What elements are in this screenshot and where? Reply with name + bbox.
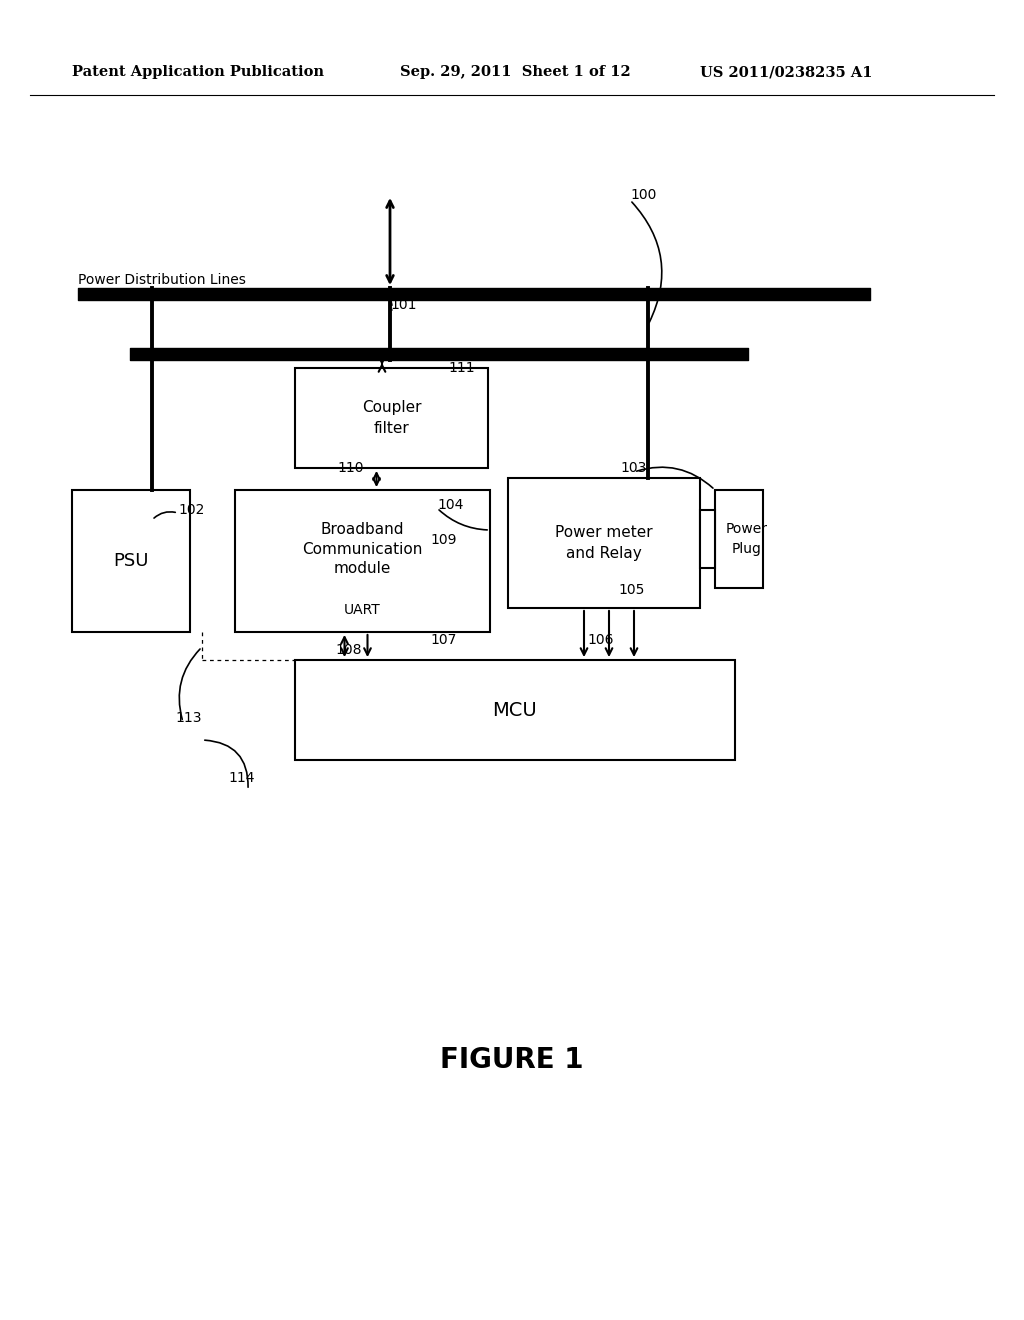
- Bar: [72, 490, 190, 632]
- Text: 106: 106: [587, 634, 613, 647]
- Text: Patent Application Publication: Patent Application Publication: [72, 65, 324, 79]
- Text: PSU: PSU: [114, 552, 148, 570]
- Text: Sep. 29, 2011  Sheet 1 of 12: Sep. 29, 2011 Sheet 1 of 12: [400, 65, 631, 79]
- Text: UART: UART: [344, 603, 381, 616]
- Bar: [295, 660, 735, 760]
- Text: 101: 101: [390, 298, 417, 312]
- Text: 100: 100: [630, 187, 656, 202]
- Text: 113: 113: [175, 711, 202, 725]
- Text: 112: 112: [372, 348, 398, 362]
- Text: Power meter
and Relay: Power meter and Relay: [555, 525, 653, 561]
- Text: 114: 114: [228, 771, 255, 785]
- Bar: [715, 490, 763, 587]
- Bar: [295, 368, 488, 469]
- Bar: [508, 478, 700, 609]
- Text: 109: 109: [430, 533, 457, 546]
- Text: 110: 110: [337, 461, 364, 475]
- Text: 108: 108: [335, 643, 361, 657]
- Text: Coupler
filter: Coupler filter: [361, 400, 421, 436]
- Text: 111: 111: [449, 360, 475, 375]
- Text: Power
Plug: Power Plug: [726, 523, 768, 556]
- Text: Power Distribution Lines: Power Distribution Lines: [78, 273, 246, 286]
- Bar: [234, 490, 490, 632]
- Text: 105: 105: [618, 583, 644, 597]
- Text: 103: 103: [620, 461, 646, 475]
- Text: Broadband
Communication
module: Broadband Communication module: [302, 521, 423, 577]
- Text: FIGURE 1: FIGURE 1: [440, 1045, 584, 1074]
- Text: US 2011/0238235 A1: US 2011/0238235 A1: [700, 65, 872, 79]
- Text: MCU: MCU: [493, 701, 538, 719]
- Text: 104: 104: [437, 498, 464, 512]
- Text: 107: 107: [430, 634, 457, 647]
- Bar: [700, 510, 715, 568]
- Text: 102: 102: [178, 503, 205, 517]
